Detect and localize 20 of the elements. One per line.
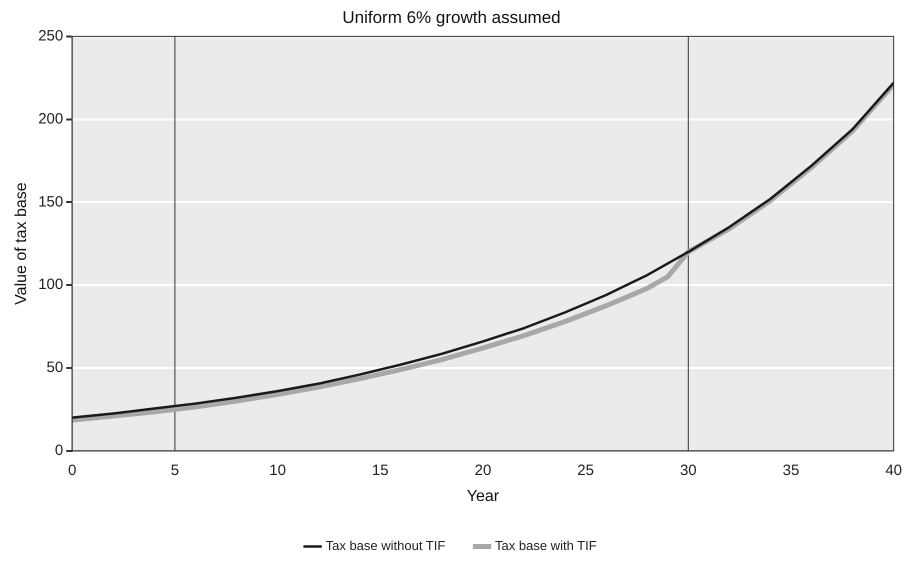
- y-tick-label: 100: [38, 276, 64, 294]
- y-tick-label: 0: [54, 442, 64, 459]
- legend-label: Tax base with TIF: [495, 538, 597, 554]
- x-tick-label: 5: [170, 462, 180, 479]
- y-tick-label: 150: [38, 193, 64, 210]
- x-tick-label: 0: [68, 462, 76, 479]
- y-tick-label: 200: [38, 110, 64, 128]
- y-tick-label: 50: [46, 359, 64, 376]
- y-axis-title: Value of tax base: [13, 182, 30, 305]
- x-tick-label: 20: [474, 462, 492, 479]
- legend-label: Tax base without TIF: [326, 538, 446, 554]
- x-tick-label: 35: [782, 462, 800, 479]
- x-tick-label: 25: [577, 462, 594, 479]
- y-tick-label: 250: [38, 28, 64, 45]
- x-axis-title: Year: [466, 488, 500, 505]
- x-tick-label: 30: [680, 462, 697, 479]
- chart-title: Uniform 6% growth assumed: [342, 8, 561, 27]
- x-tick-label: 15: [372, 462, 389, 479]
- x-tick-label: 10: [269, 462, 286, 479]
- x-tick-label: 40: [885, 462, 902, 479]
